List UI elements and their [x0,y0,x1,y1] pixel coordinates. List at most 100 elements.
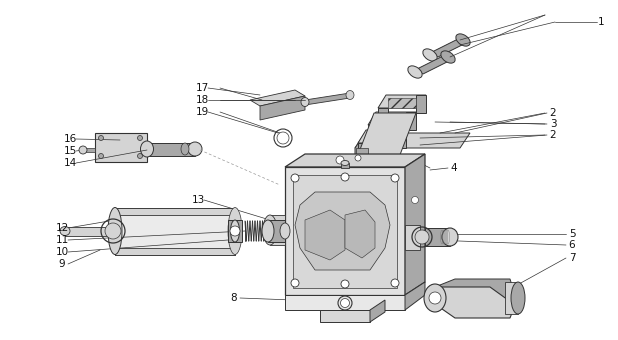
Polygon shape [378,108,388,113]
Polygon shape [388,98,416,108]
Text: 2: 2 [549,130,556,140]
Ellipse shape [341,160,349,166]
Text: 5: 5 [569,229,575,239]
Polygon shape [285,167,405,295]
Polygon shape [435,279,515,305]
Ellipse shape [60,226,70,236]
Text: 18: 18 [195,95,209,105]
Ellipse shape [441,51,455,63]
Circle shape [341,280,349,288]
Polygon shape [147,143,195,156]
Text: 1: 1 [598,17,604,27]
Polygon shape [270,215,285,245]
Ellipse shape [262,220,274,242]
Text: 7: 7 [569,253,575,263]
Circle shape [137,153,143,158]
Ellipse shape [456,34,470,46]
Text: 9: 9 [59,259,66,269]
Polygon shape [378,115,406,125]
Circle shape [341,299,350,307]
Circle shape [429,292,441,304]
Circle shape [415,230,429,244]
Text: 2: 2 [549,108,556,118]
Polygon shape [65,227,115,236]
Polygon shape [115,208,235,215]
Circle shape [336,156,344,164]
Polygon shape [115,248,235,255]
Circle shape [291,174,299,182]
Text: 11: 11 [56,235,69,245]
Text: 15: 15 [64,146,77,156]
Polygon shape [285,154,425,167]
Text: 14: 14 [64,158,77,168]
Text: 16: 16 [64,134,77,144]
Ellipse shape [408,66,422,78]
Text: 13: 13 [192,195,205,205]
Circle shape [137,136,143,140]
Text: 6: 6 [569,240,575,250]
Ellipse shape [442,228,458,246]
Text: 8: 8 [231,293,237,303]
Polygon shape [355,133,470,148]
Circle shape [391,174,399,182]
Polygon shape [368,133,396,143]
Polygon shape [405,154,425,295]
Ellipse shape [140,141,153,157]
Polygon shape [305,210,345,260]
Text: 10: 10 [56,247,69,257]
Polygon shape [416,95,426,113]
Circle shape [355,155,361,161]
Ellipse shape [423,49,437,61]
Circle shape [79,146,87,154]
Polygon shape [95,133,147,162]
Polygon shape [356,148,368,160]
Polygon shape [368,125,378,130]
Ellipse shape [108,207,122,255]
Text: 3: 3 [549,119,556,129]
Polygon shape [430,38,468,57]
Polygon shape [285,295,405,310]
Polygon shape [368,112,416,125]
Ellipse shape [511,282,525,314]
Ellipse shape [181,143,189,155]
Polygon shape [432,287,515,318]
Ellipse shape [301,98,309,106]
Polygon shape [320,310,370,322]
Ellipse shape [231,220,240,242]
Polygon shape [355,133,365,160]
Circle shape [291,279,299,287]
Circle shape [264,224,276,236]
Polygon shape [358,130,408,143]
Polygon shape [305,93,350,105]
Polygon shape [358,143,368,148]
Polygon shape [260,96,305,120]
Polygon shape [505,282,518,314]
Polygon shape [370,300,385,322]
Polygon shape [293,175,397,288]
Polygon shape [83,148,95,152]
Ellipse shape [424,284,446,312]
Circle shape [230,226,240,236]
Circle shape [391,279,399,287]
Polygon shape [115,208,235,255]
Polygon shape [425,228,450,246]
Circle shape [98,136,103,140]
Ellipse shape [263,215,277,245]
Circle shape [341,173,349,181]
Text: 4: 4 [451,163,457,173]
Ellipse shape [280,223,290,239]
Text: 12: 12 [56,223,69,233]
Polygon shape [406,112,416,130]
Polygon shape [268,220,285,242]
Polygon shape [341,163,349,168]
Text: 17: 17 [195,83,209,93]
Polygon shape [356,113,416,160]
Polygon shape [228,220,242,242]
Circle shape [105,223,121,239]
Circle shape [277,132,289,144]
Text: 19: 19 [195,107,209,117]
Circle shape [98,153,103,158]
Polygon shape [378,95,426,108]
Polygon shape [396,130,406,148]
Polygon shape [405,282,425,310]
